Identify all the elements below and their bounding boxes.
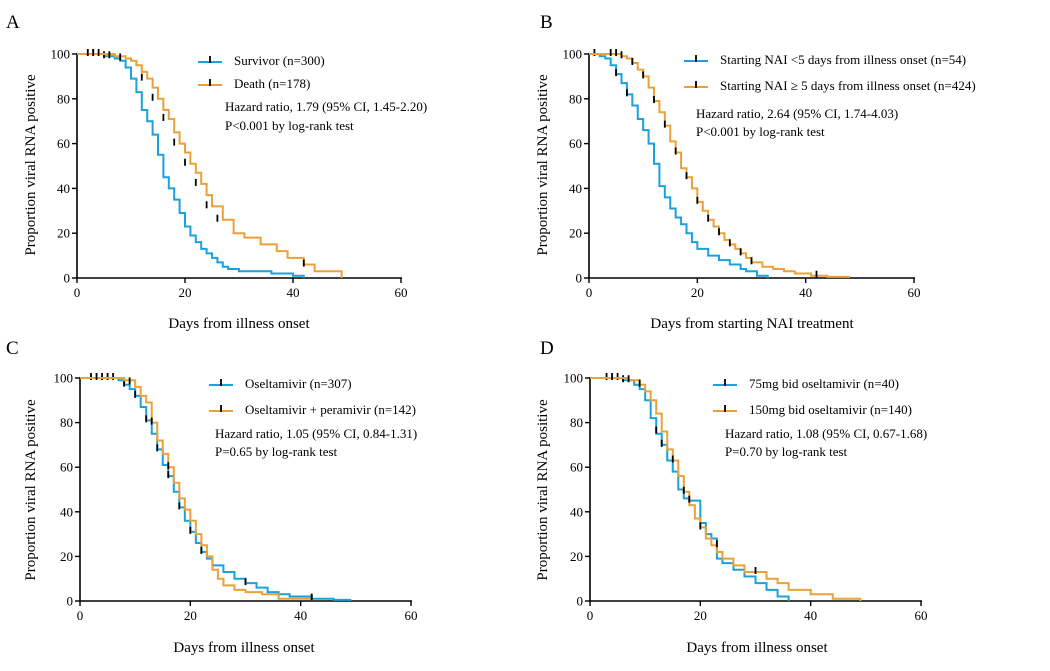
x-tick-label: 20 <box>691 285 704 300</box>
y-tick-label: 80 <box>570 415 583 430</box>
survival-curve-oseltamivir-peramivir <box>80 377 313 601</box>
legend-label-survivor: Survivor (n=300) <box>234 53 325 68</box>
x-tick-label: 0 <box>74 285 81 300</box>
x-tick-label: 60 <box>908 285 921 300</box>
panel-letter: B <box>540 12 553 33</box>
x-axis-title: Days from illness onset <box>686 640 828 656</box>
panel-b: B Days from starting NAI treatment Propo… <box>535 12 976 332</box>
x-tick-label: 40 <box>294 608 307 623</box>
y-tick-label: 0 <box>576 271 583 286</box>
panel-letter: A <box>6 12 20 33</box>
p-value-text: P<0.001 by log-rank test <box>225 118 354 133</box>
y-axis-title: Proportion viral RNA positive <box>535 399 551 581</box>
y-tick-label: 20 <box>570 549 583 564</box>
panel-letter: D <box>540 338 554 359</box>
survival-curve-survivor <box>77 53 305 278</box>
y-tick-label: 60 <box>57 136 70 151</box>
x-tick-label: 0 <box>586 285 593 300</box>
x-tick-label: 20 <box>179 285 192 300</box>
hazard-ratio-text: Hazard ratio, 2.64 (95% CI, 1.74-4.03) <box>696 106 898 121</box>
y-axis-title: Proportion viral RNA positive <box>535 74 551 256</box>
legend-label-combination: Oseltamivir + peramivir (n=142) <box>245 402 416 417</box>
x-tick-label: 60 <box>395 285 408 300</box>
x-axis-title: Days from illness onset <box>173 640 315 656</box>
y-tick-label: 20 <box>569 226 582 241</box>
y-tick-label: 100 <box>563 47 583 62</box>
y-tick-label: 40 <box>60 504 73 519</box>
y-tick-label: 60 <box>570 460 583 475</box>
survival-curve-starting-nai-5-days-from-illness-onset <box>589 53 769 278</box>
x-tick-label: 0 <box>77 608 84 623</box>
x-tick-label: 40 <box>287 285 300 300</box>
x-axis-title: Days from illness onset <box>168 316 310 332</box>
y-tick-label: 40 <box>569 181 582 196</box>
y-tick-label: 40 <box>570 504 583 519</box>
survival-curve-death <box>77 53 343 278</box>
y-tick-label: 40 <box>57 181 70 196</box>
y-tick-label: 0 <box>64 271 71 286</box>
y-axis-title: Proportion viral RNA positive <box>23 399 39 581</box>
p-value-text: P=0.70 by log-rank test <box>725 444 848 459</box>
x-axis-title: Days from starting NAI treatment <box>650 316 854 332</box>
x-tick-label: 0 <box>587 608 594 623</box>
p-value-text: P<0.001 by log-rank test <box>696 124 825 139</box>
y-tick-label: 0 <box>577 594 584 609</box>
x-tick-label: 60 <box>405 608 418 623</box>
y-tick-label: 100 <box>54 371 74 386</box>
y-axis-title: Proportion viral RNA positive <box>23 74 39 256</box>
y-tick-label: 100 <box>51 47 71 62</box>
x-tick-label: 40 <box>804 608 817 623</box>
legend-label-death: Death (n=178) <box>234 76 310 91</box>
y-tick-label: 80 <box>57 91 70 106</box>
x-tick-label: 20 <box>694 608 707 623</box>
panel-d: D Days from illness onset Proportion vir… <box>535 338 928 656</box>
y-tick-label: 0 <box>67 594 74 609</box>
legend-label-early-nai: Starting NAI <5 days from illness onset … <box>720 52 966 67</box>
y-tick-label: 20 <box>60 549 73 564</box>
survival-curve-starting-nai-5-days-from-illness-onset <box>589 53 850 278</box>
panel-a: A Days from illness onset Proportion vir… <box>6 12 427 332</box>
y-tick-label: 80 <box>569 91 582 106</box>
legend-label-oseltamivir: Oseltamivir (n=307) <box>245 376 352 391</box>
y-tick-label: 60 <box>569 136 582 151</box>
panel-letter: C <box>6 338 19 359</box>
legend-label-150mg: 150mg bid oseltamivir (n=140) <box>749 402 912 417</box>
legend-label-late-nai: Starting NAI ≥ 5 days from illness onset… <box>720 78 976 93</box>
y-tick-label: 60 <box>60 460 73 475</box>
legend-label-75mg: 75mg bid oseltamivir (n=40) <box>749 376 899 391</box>
hazard-ratio-text: Hazard ratio, 1.08 (95% CI, 0.67-1.68) <box>725 426 927 441</box>
hazard-ratio-text: Hazard ratio, 1.79 (95% CI, 1.45-2.20) <box>225 99 427 114</box>
y-tick-label: 80 <box>60 415 73 430</box>
p-value-text: P=0.65 by log-rank test <box>215 444 338 459</box>
y-tick-label: 100 <box>564 371 584 386</box>
panel-c: C Days from illness onset Proportion vir… <box>6 338 418 656</box>
x-tick-label: 60 <box>915 608 928 623</box>
hazard-ratio-text: Hazard ratio, 1.05 (95% CI, 0.84-1.31) <box>215 426 417 441</box>
y-tick-label: 20 <box>57 226 70 241</box>
x-tick-label: 20 <box>184 608 197 623</box>
x-tick-label: 40 <box>799 285 812 300</box>
